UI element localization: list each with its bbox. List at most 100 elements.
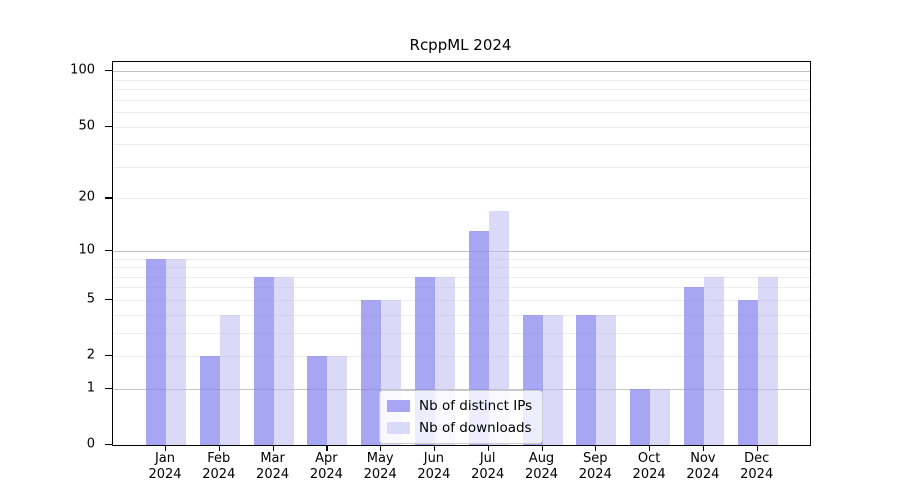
month-year: 2024 bbox=[740, 467, 774, 482]
legend-swatch-downloads bbox=[387, 422, 410, 434]
bar-oct-downloads bbox=[650, 388, 671, 445]
legend-swatch-distinct-ips bbox=[387, 400, 410, 412]
month-year: 2024 bbox=[471, 467, 505, 482]
legend-row: Nb of distinct IPs bbox=[387, 398, 532, 414]
x-tick-label-dec: Dec 2024 bbox=[717, 451, 797, 483]
x-tick-label-aug: Aug 2024 bbox=[502, 451, 582, 483]
month-year: 2024 bbox=[417, 467, 451, 482]
month-year: 2024 bbox=[363, 467, 397, 482]
minor-gridline bbox=[113, 356, 810, 357]
major-gridline bbox=[113, 250, 810, 252]
y-tick-label: 2 bbox=[86, 347, 95, 363]
plot-area bbox=[112, 61, 811, 446]
y-tick-mark bbox=[105, 444, 112, 446]
x-tick-label-oct: Oct 2024 bbox=[609, 451, 689, 483]
month-name: Mar bbox=[260, 451, 285, 466]
bar-jan-downloads bbox=[166, 258, 186, 445]
month-year: 2024 bbox=[256, 467, 290, 482]
bar-may-ips bbox=[361, 299, 382, 445]
month-year: 2024 bbox=[309, 467, 343, 482]
month-name: May bbox=[366, 451, 394, 466]
x-tick-mark bbox=[541, 445, 543, 451]
x-tick-mark bbox=[649, 445, 651, 451]
y-tick-mark bbox=[105, 249, 112, 251]
month-name: Oct bbox=[637, 451, 661, 466]
bar-sep-ips bbox=[576, 314, 597, 445]
y-tick-label: 100 bbox=[70, 62, 95, 78]
legend: Nb of distinct IPs Nb of downloads bbox=[379, 390, 544, 444]
x-tick-mark bbox=[702, 445, 705, 451]
minor-gridline bbox=[113, 144, 810, 146]
y-tick-label: 20 bbox=[78, 189, 95, 205]
month-year: 2024 bbox=[524, 467, 559, 482]
month-year: 2024 bbox=[148, 467, 182, 482]
month-year: 2024 bbox=[632, 467, 666, 482]
minor-gridline bbox=[113, 198, 810, 200]
month-year: 2024 bbox=[202, 467, 236, 482]
y-tick-label: 5 bbox=[86, 291, 95, 307]
month-name: Jul bbox=[479, 451, 496, 466]
bar-feb-ips bbox=[199, 356, 220, 445]
month-year: 2024 bbox=[686, 467, 720, 482]
bar-apr-downloads bbox=[327, 356, 348, 445]
x-tick-label-nov: Nov 2024 bbox=[663, 451, 743, 483]
minor-gridline bbox=[113, 287, 810, 289]
major-gridline bbox=[113, 388, 810, 390]
bar-dec-ips bbox=[737, 299, 758, 445]
minor-gridline bbox=[113, 112, 810, 113]
x-tick-mark bbox=[218, 445, 220, 451]
legend-row: Nb of downloads bbox=[387, 420, 532, 436]
x-tick-label-apr: Apr 2024 bbox=[286, 451, 366, 483]
minor-gridline bbox=[113, 126, 810, 128]
bar-dec-downloads bbox=[757, 276, 778, 445]
x-tick-label-jun: Jun 2024 bbox=[394, 451, 474, 483]
y-tick-label: 1 bbox=[86, 380, 95, 396]
y-tick-label: 10 bbox=[78, 242, 95, 258]
x-tick-mark bbox=[380, 445, 382, 451]
x-tick-mark bbox=[487, 445, 489, 451]
x-tick-label-may: May 2024 bbox=[340, 451, 420, 483]
month-name: Sep bbox=[583, 451, 608, 466]
minor-gridline bbox=[113, 258, 810, 260]
y-tick-mark bbox=[105, 298, 112, 301]
y-tick-label: 0 bbox=[86, 436, 95, 452]
major-gridline bbox=[113, 71, 810, 73]
month-name: Feb bbox=[207, 451, 231, 466]
x-tick-label-jul: Jul 2024 bbox=[448, 451, 528, 483]
minor-gridline bbox=[113, 89, 810, 90]
legend-label: Nb of downloads bbox=[419, 420, 532, 436]
minor-gridline bbox=[113, 166, 810, 168]
month-name: Nov bbox=[690, 451, 716, 466]
minor-gridline bbox=[113, 332, 810, 334]
bar-mar-downloads bbox=[273, 276, 294, 445]
bar-feb-downloads bbox=[219, 314, 240, 445]
x-tick-mark bbox=[756, 445, 758, 451]
x-tick-mark bbox=[272, 445, 274, 451]
month-year: 2024 bbox=[578, 467, 612, 482]
bar-oct-ips bbox=[630, 388, 651, 445]
x-tick-mark bbox=[326, 445, 328, 451]
minor-gridline bbox=[113, 267, 810, 268]
x-tick-mark bbox=[433, 445, 436, 451]
minor-gridline bbox=[113, 299, 810, 301]
chart-title: RcppML 2024 bbox=[409, 36, 512, 54]
month-name: Aug bbox=[528, 451, 555, 466]
bar-nov-ips bbox=[683, 287, 704, 445]
bar-nov-downloads bbox=[703, 276, 724, 445]
x-tick-mark bbox=[165, 445, 167, 451]
y-tick-mark bbox=[105, 197, 112, 199]
minor-gridline bbox=[113, 276, 810, 278]
minor-gridline bbox=[113, 314, 810, 316]
month-name: Apr bbox=[315, 451, 338, 466]
bar-jul-downloads bbox=[488, 210, 509, 445]
y-tick-mark bbox=[105, 355, 112, 357]
bar-sep-downloads bbox=[596, 314, 617, 445]
x-tick-label-sep: Sep 2024 bbox=[555, 451, 635, 483]
legend-label: Nb of distinct IPs bbox=[419, 398, 533, 414]
minor-gridline bbox=[113, 79, 810, 81]
y-tick-mark bbox=[105, 70, 112, 72]
y-tick-mark bbox=[105, 125, 112, 127]
bar-jan-ips bbox=[146, 258, 166, 445]
minor-gridline bbox=[113, 99, 810, 101]
